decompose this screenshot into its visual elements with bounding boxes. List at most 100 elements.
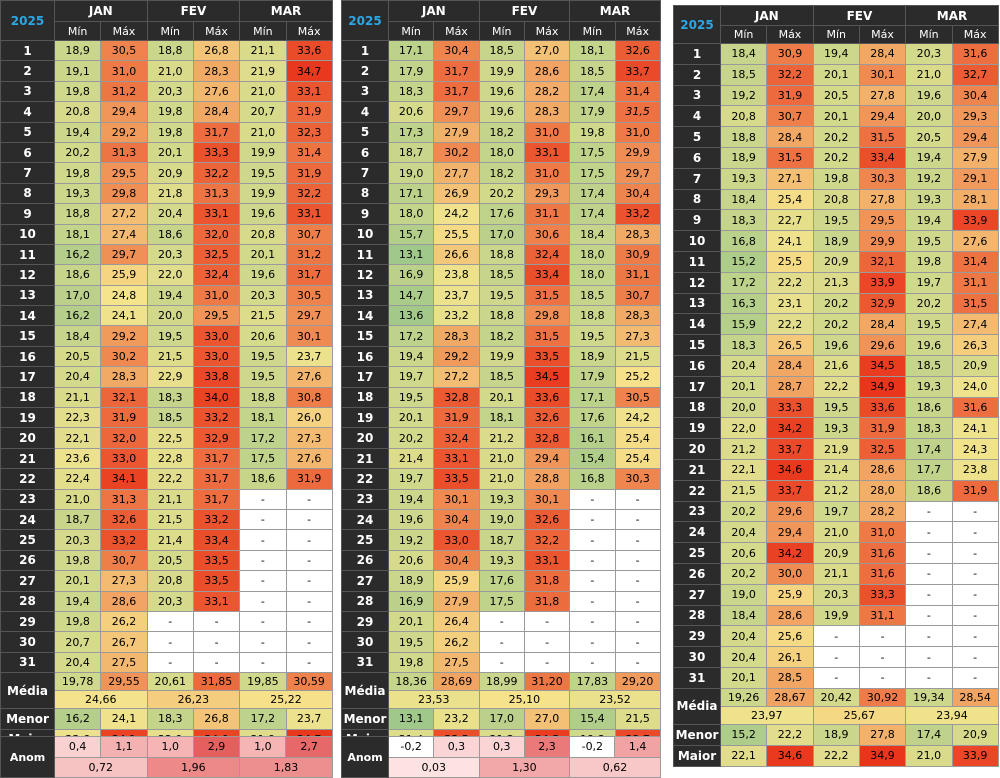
min-cell: - [146,610,194,633]
day-label: 4 [673,105,721,128]
temperature-table: 2025 JAN FEV MAR Mín Máx Mín Máx Mín Máx 1 18,9 30,5… [0,0,333,751]
max-cell: - [614,651,661,674]
max-cell: 29,7 [285,305,333,327]
max-cell: 33,1 [192,590,241,612]
media-cell: 30,59 [285,672,333,692]
min-cell: 17,0 [478,223,525,245]
min-cell: 20,6 [387,101,435,123]
min-cell: 20,9 [146,162,194,184]
table-row: 16 20,4 28,4 21,6 34,5 18,5 20,9 [673,354,999,377]
anom-cell: 0,4 [53,736,102,758]
min-cell: - [905,604,953,627]
min-header: Mín [569,21,616,41]
min-cell: 17,9 [387,60,435,82]
min-cell: 18,5 [478,264,525,286]
max-cell: 29,9 [614,141,661,164]
min-cell: 19,1 [53,60,102,82]
min-cell: - [146,651,194,674]
anom-average-cell: 0,62 [569,756,661,778]
max-cell: 31,2 [100,80,148,103]
day-label: 2 [673,63,721,86]
day-label: 30 [673,646,721,668]
min-cell: 18,6 [905,479,953,502]
media-average-cell: 23,97 [720,705,814,725]
min-cell: 18,4 [53,325,102,347]
table-row: 30 19,5 26,2- - - - [341,631,661,653]
media-average-cell: 23,52 [569,690,661,710]
anomaly-table: Anom 0,4 1,1 1,0 2,9 1,0 2,7 0,72 1,96 1,83 [0,736,333,778]
day-label: 20 [0,427,55,449]
anom-cell: 1,4 [614,736,661,758]
max-cell: 32,6 [100,508,148,531]
min-cell: 21,0 [478,447,525,470]
max-cell: - [614,488,661,510]
max-cell: 33,1 [285,203,333,225]
max-cell: - [285,529,333,551]
maior-cell: 22,1 [719,744,768,767]
anom-cell: -0,2 [569,736,616,758]
max-cell: 26,3 [951,334,999,356]
day-label: 23 [341,488,389,510]
min-cell: - [146,631,194,653]
max-cell: 33,2 [614,203,661,225]
table-row: 9 18,3 22,7 19,5 29,5 19,4 33,9 [673,209,999,232]
max-cell: 27,3 [285,427,333,449]
max-cell: 24,1 [100,305,148,327]
min-cell: 20,2 [719,562,768,585]
max-cell: 29,2 [100,121,148,143]
min-cell: 18,9 [387,570,435,592]
min-cell: 21,5 [239,305,287,327]
max-cell: 26,0 [285,407,333,429]
min-cell: - [239,508,287,531]
min-cell: - [569,529,616,551]
table-row: 2 17,9 31,7 19,9 28,6 18,5 33,7 [341,60,661,82]
temperature-table: 2025 JAN FEV MAR Mín Máx Mín Máx Mín Máx 1 18,4 30,9… [673,5,999,767]
min-cell: 18,5 [478,39,525,62]
max-cell: 25,6 [766,625,814,648]
max-cell: 32,9 [858,292,907,315]
max-cell: 31,2 [285,243,333,266]
day-label: 5 [341,121,389,143]
max-cell: 30,9 [614,243,661,266]
min-cell: 21,2 [478,427,525,449]
table-row: 27 19,0 25,9 20,3 33,3- - [673,583,999,606]
day-label: 10 [673,230,721,252]
table-row: 30 20,7 26,7- - - - [0,631,333,653]
max-cell: 26,1 [766,646,814,668]
min-cell: - [812,666,860,689]
day-label: 23 [0,488,55,510]
max-cell: 28,2 [858,500,907,523]
menor-cell: 17,0 [478,708,525,730]
min-cell: 18,1 [569,39,616,62]
max-cell: 30,2 [433,141,480,164]
media-average-cell: 25,10 [478,690,571,710]
menor-cell: 18,3 [146,708,194,730]
min-cell: 18,1 [53,223,102,245]
month-header: FEV [146,0,241,22]
max-cell: 31,1 [523,203,571,225]
table-row: 6 20,2 31,3 20,1 33,3 19,9 31,4 [0,141,333,164]
min-cell: 19,7 [387,366,435,388]
table-row: 6 18,9 31,5 20,2 33,4 19,4 27,9 [673,146,999,169]
max-cell: 31,6 [858,542,907,564]
max-cell: 25,9 [766,583,814,606]
max-cell: - [951,625,999,648]
max-cell: 32,1 [100,386,148,409]
min-header: Mín [53,21,102,41]
day-label: 18 [0,386,55,409]
min-cell: 19,8 [387,651,435,674]
day-label: 1 [673,43,721,65]
table-row: 23 20,2 29,6 19,7 28,2- - [673,500,999,523]
table-row: 2 18,5 32,2 20,1 30,1 21,0 32,7 [673,63,999,86]
min-cell: 13,6 [387,305,435,327]
max-cell: - [523,631,571,653]
day-label: 31 [673,666,721,689]
min-cell: - [478,610,525,633]
max-cell: 28,4 [858,43,907,65]
max-cell: 24,2 [433,203,480,225]
max-cell: 25,2 [614,366,661,388]
max-cell: 33,9 [951,209,999,232]
media-average-cell: 26,23 [146,690,241,710]
min-cell: 17,3 [387,121,435,143]
min-cell: 19,7 [905,271,953,294]
